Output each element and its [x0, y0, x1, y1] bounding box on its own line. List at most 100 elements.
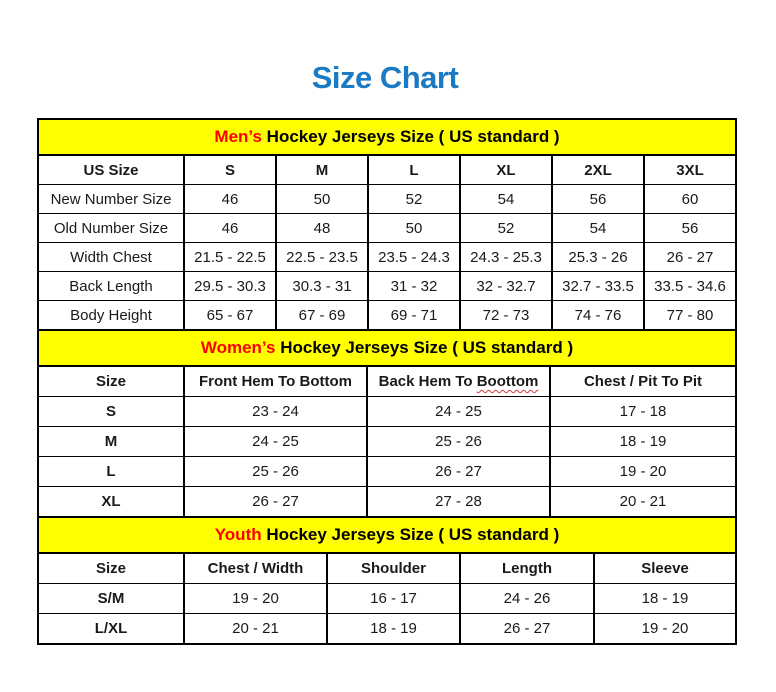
row-label: S/M	[39, 583, 185, 614]
row-label: Old Number Size	[39, 213, 185, 243]
table-cell: 24 - 25	[366, 396, 551, 427]
table-row: L 25 - 26 26 - 27 19 - 20	[39, 456, 735, 487]
table-cell: 33.5 - 34.6	[643, 271, 735, 301]
table-cell: 26 - 27	[459, 613, 595, 643]
table-cell: 19 - 20	[593, 613, 735, 643]
row-label: M	[39, 426, 185, 457]
row-label: S	[39, 396, 185, 427]
table-cell: 25 - 26	[183, 456, 368, 487]
mens-section-accent: Men’s	[214, 127, 262, 146]
youth-header-row: Size Chest / Width Shoulder Length Sleev…	[39, 554, 735, 584]
womens-section-header: Women’s Hockey Jerseys Size ( US standar…	[39, 329, 735, 367]
table-cell: 26 - 27	[183, 486, 368, 516]
table-cell: 21.5 - 22.5	[183, 242, 277, 272]
mens-size-table: US Size S M L XL 2XL 3XL New Number Size…	[39, 156, 735, 329]
table-cell: 74 - 76	[551, 300, 645, 329]
row-label: XL	[39, 486, 185, 516]
table-row: L/XL 20 - 21 18 - 19 26 - 27 19 - 20	[39, 613, 735, 643]
mens-header-row: US Size S M L XL 2XL 3XL	[39, 156, 735, 185]
column-header: 3XL	[643, 156, 735, 185]
table-cell: 77 - 80	[643, 300, 735, 329]
table-row: S 23 - 24 24 - 25 17 - 18	[39, 396, 735, 427]
table-cell: 24 - 25	[183, 426, 368, 457]
mens-section-title: Hockey Jerseys Size ( US standard )	[261, 127, 560, 146]
table-row: Width Chest 21.5 - 22.5 22.5 - 23.5 23.5…	[39, 242, 735, 272]
table-cell: 32 - 32.7	[459, 271, 553, 301]
table-cell: 52	[459, 213, 553, 243]
table-cell: 29.5 - 30.3	[183, 271, 277, 301]
row-label: Body Height	[39, 300, 185, 329]
column-header: Sleeve	[593, 554, 735, 584]
table-cell: 69 - 71	[367, 300, 461, 329]
table-cell: 17 - 18	[549, 396, 735, 427]
table-cell: 60	[643, 184, 735, 214]
womens-size-table: Size Front Hem To Bottom Back Hem To Boo…	[39, 367, 735, 516]
table-row: Back Length 29.5 - 30.3 30.3 - 31 31 - 3…	[39, 271, 735, 301]
table-cell: 19 - 20	[549, 456, 735, 487]
row-label: New Number Size	[39, 184, 185, 214]
size-chart-container: Men’s Hockey Jerseys Size ( US standard …	[37, 118, 737, 645]
table-cell: 50	[275, 184, 369, 214]
table-cell: 32.7 - 33.5	[551, 271, 645, 301]
table-cell: 16 - 17	[326, 583, 461, 614]
youth-section-accent: Youth	[214, 525, 262, 544]
youth-size-table: Size Chest / Width Shoulder Length Sleev…	[39, 554, 735, 643]
table-cell: 24 - 26	[459, 583, 595, 614]
table-cell: 27 - 28	[366, 486, 551, 516]
column-header: Chest / Width	[183, 554, 328, 584]
table-cell: 23.5 - 24.3	[367, 242, 461, 272]
row-label: Back Length	[39, 271, 185, 301]
table-cell: 67 - 69	[275, 300, 369, 329]
column-header: Chest / Pit To Pit	[549, 367, 735, 397]
table-row: Old Number Size 46 48 50 52 54 56	[39, 213, 735, 243]
header-text: Back Hem To	[378, 373, 477, 390]
womens-header-row: Size Front Hem To Bottom Back Hem To Boo…	[39, 367, 735, 397]
table-cell: 25.3 - 26	[551, 242, 645, 272]
table-cell: 31 - 32	[367, 271, 461, 301]
row-label: Width Chest	[39, 242, 185, 272]
womens-section-title: Hockey Jerseys Size ( US standard )	[275, 338, 574, 357]
youth-section-title: Hockey Jerseys Size ( US standard )	[261, 525, 560, 544]
table-row: Body Height 65 - 67 67 - 69 69 - 71 72 -…	[39, 300, 735, 329]
table-row: S/M 19 - 20 16 - 17 24 - 26 18 - 19	[39, 583, 735, 614]
table-cell: 25 - 26	[366, 426, 551, 457]
table-cell: 30.3 - 31	[275, 271, 369, 301]
womens-section-accent: Women’s	[200, 338, 276, 357]
column-header: 2XL	[551, 156, 645, 185]
youth-section-header: Youth Hockey Jerseys Size ( US standard …	[39, 516, 735, 554]
table-cell: 46	[183, 213, 277, 243]
table-cell: 19 - 20	[183, 583, 328, 614]
row-label: L	[39, 456, 185, 487]
table-cell: 26 - 27	[643, 242, 735, 272]
table-cell: 24.3 - 25.3	[459, 242, 553, 272]
column-header-misspelled: Back Hem To Boottom	[366, 367, 551, 397]
column-header: Length	[459, 554, 595, 584]
table-cell: 20 - 21	[183, 613, 328, 643]
column-header: Size	[39, 367, 185, 397]
column-header: S	[183, 156, 277, 185]
column-header: Size	[39, 554, 185, 584]
table-cell: 23 - 24	[183, 396, 368, 427]
row-label: L/XL	[39, 613, 185, 643]
column-header: M	[275, 156, 369, 185]
column-header: XL	[459, 156, 553, 185]
table-cell: 20 - 21	[549, 486, 735, 516]
table-cell: 65 - 67	[183, 300, 277, 329]
table-cell: 72 - 73	[459, 300, 553, 329]
table-row: New Number Size 46 50 52 54 56 60	[39, 184, 735, 214]
table-cell: 48	[275, 213, 369, 243]
page-title: Size Chart	[311, 60, 459, 95]
column-header: L	[367, 156, 461, 185]
table-cell: 54	[459, 184, 553, 214]
table-cell: 46	[183, 184, 277, 214]
table-cell: 22.5 - 23.5	[275, 242, 369, 272]
table-row: M 24 - 25 25 - 26 18 - 19	[39, 426, 735, 457]
column-header: US Size	[39, 156, 185, 185]
table-cell: 50	[367, 213, 461, 243]
column-header: Front Hem To Bottom	[183, 367, 368, 397]
table-cell: 52	[367, 184, 461, 214]
mens-section-header: Men’s Hockey Jerseys Size ( US standard …	[39, 120, 735, 156]
table-cell: 26 - 27	[366, 456, 551, 487]
table-cell: 18 - 19	[549, 426, 735, 457]
